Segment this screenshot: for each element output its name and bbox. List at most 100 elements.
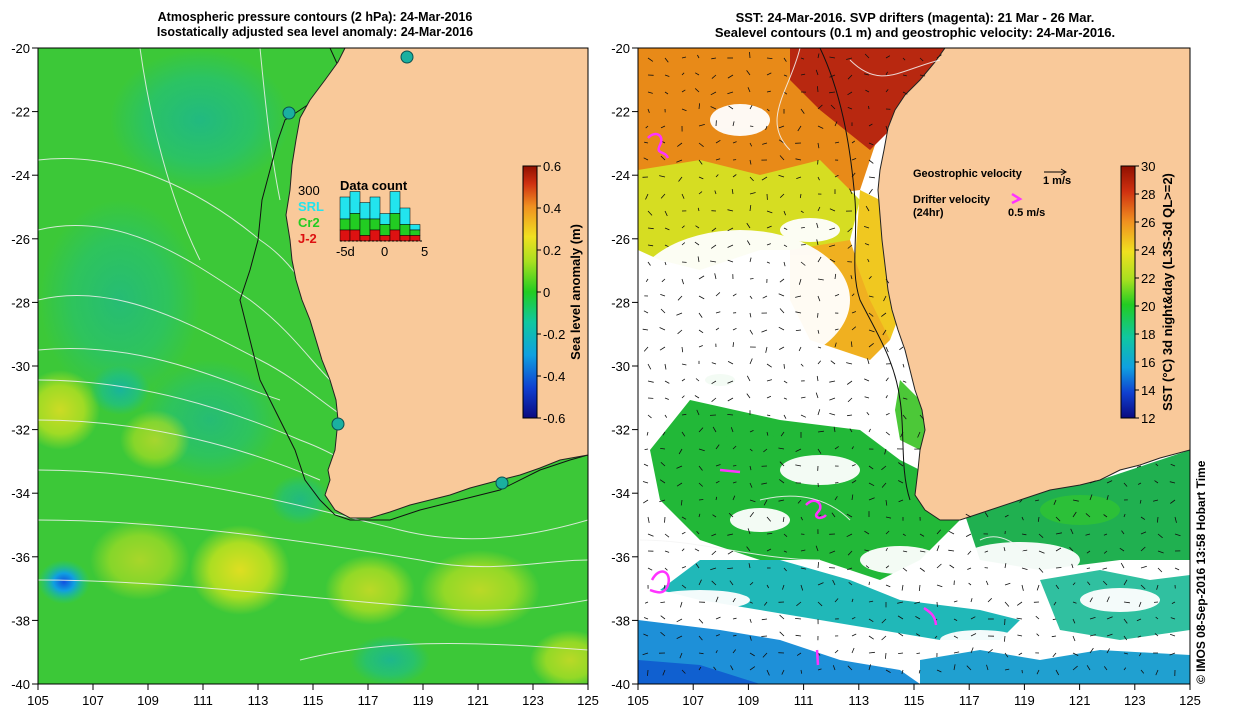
velocity-vector — [902, 380, 907, 383]
velocity-vector — [731, 189, 734, 195]
velocity-vector — [1038, 567, 1044, 573]
velocity-vector — [698, 448, 705, 452]
velocity-vector — [898, 480, 904, 484]
velocity-vector — [676, 618, 683, 623]
velocity-vector — [782, 516, 785, 522]
velocity-vector — [779, 346, 785, 350]
velocity-vector — [698, 482, 703, 487]
velocity-vector — [642, 481, 649, 484]
left-map-title: Atmospheric pressure contours (2 hPa): 2… — [80, 10, 550, 40]
velocity-vector — [817, 582, 824, 586]
velocity-vector — [749, 329, 754, 335]
velocity-vector — [917, 431, 921, 438]
velocity-vector — [1136, 618, 1142, 622]
velocity-vector — [1035, 499, 1040, 502]
velocity-vector — [660, 615, 666, 620]
velocity-vector — [694, 395, 700, 399]
right-map-title: SST: 24-Mar-2016. SVP drifters (magenta)… — [640, 10, 1190, 40]
velocity-vector — [715, 596, 719, 603]
velocity-vector — [800, 669, 803, 674]
velocity-vector — [681, 193, 685, 199]
inset-bar-cr2 — [389, 213, 401, 231]
velocity-vector — [659, 479, 666, 484]
velocity-vector — [681, 395, 685, 399]
velocity-vector — [1016, 601, 1023, 606]
geostrophic-velocity-vectors — [642, 51, 1181, 677]
velocity-vector — [749, 125, 754, 127]
inset-axis-label-mid: 0 — [381, 244, 388, 259]
velocity-vector — [715, 158, 721, 161]
velocity-vector — [698, 329, 704, 334]
velocity-vector — [800, 210, 804, 214]
velocity-vector — [815, 545, 819, 552]
velocity-vector — [1103, 533, 1108, 536]
velocity-vector — [953, 635, 959, 639]
velocity-vector — [1053, 601, 1057, 606]
velocity-vector — [881, 482, 887, 488]
velocity-vector — [1052, 618, 1057, 621]
velocity-vector — [664, 414, 668, 418]
velocity-vector — [1018, 652, 1023, 656]
velocity-vector — [970, 616, 976, 620]
velocity-vector — [727, 259, 734, 263]
velocity-vector — [829, 380, 836, 383]
velocity-vector — [664, 227, 670, 231]
velocity-vector — [1106, 616, 1113, 620]
velocity-vector — [796, 176, 802, 179]
velocity-vector — [1086, 665, 1091, 671]
velocity-vector — [970, 633, 977, 637]
drifter-track — [719, 468, 741, 474]
velocity-vector — [795, 618, 802, 620]
velocity-vector — [884, 448, 887, 455]
inset-bar-j2 — [409, 235, 421, 242]
velocity-vector — [965, 533, 972, 537]
velocity-vector — [829, 56, 836, 59]
velocity-vector — [1157, 550, 1164, 554]
velocity-vector — [830, 360, 836, 365]
velocity-vector — [749, 666, 756, 671]
velocity-vector — [677, 295, 683, 301]
velocity-vector — [647, 227, 654, 230]
velocity-vector — [1003, 547, 1006, 552]
x-tick-label: 117 — [959, 693, 980, 708]
velocity-vector — [865, 89, 870, 93]
velocity-vector — [1085, 533, 1091, 536]
velocity-vector — [727, 550, 734, 555]
velocity-vector — [661, 278, 666, 283]
velocity-vector — [798, 346, 802, 352]
velocity-vector — [1123, 618, 1128, 624]
y-tick-label: -28 — [11, 295, 30, 310]
velocity-vector — [732, 342, 734, 348]
drifter-track — [649, 570, 671, 594]
velocity-vector — [847, 665, 853, 671]
velocity-vector — [1089, 617, 1096, 620]
inset-bar-j2 — [349, 229, 361, 242]
velocity-vector — [715, 616, 721, 620]
y-tick-label: -24 — [11, 168, 30, 183]
velocity-vector — [779, 155, 785, 161]
velocity-vector — [1121, 530, 1125, 535]
colorbar-tick-label: 18 — [1141, 327, 1155, 342]
y-tick-label: -28 — [611, 295, 630, 310]
velocity-vector — [1053, 499, 1057, 505]
colorbar-tick-label: 0.2 — [543, 243, 561, 258]
velocity-vector — [715, 480, 720, 484]
left-title-line2: Isostatically adjusted sea level anomaly… — [156, 25, 474, 39]
velocity-vector — [850, 341, 853, 348]
velocity-vector — [800, 584, 804, 591]
velocity-vector — [984, 512, 989, 518]
velocity-vector — [1069, 547, 1074, 552]
velocity-vector — [746, 240, 751, 246]
x-tick-label: 125 — [577, 693, 599, 708]
velocity-vector — [714, 273, 717, 280]
velocity-vector — [1120, 562, 1125, 569]
x-tick-label: 115 — [303, 693, 324, 708]
velocity-vector — [1123, 482, 1128, 487]
velocity-vector — [715, 650, 718, 654]
velocity-vector — [678, 448, 683, 455]
velocity-vector — [761, 176, 768, 181]
velocity-vector — [868, 482, 875, 487]
velocity-vector — [766, 225, 772, 229]
velocity-vector — [967, 550, 972, 555]
velocity-vector — [778, 326, 785, 331]
